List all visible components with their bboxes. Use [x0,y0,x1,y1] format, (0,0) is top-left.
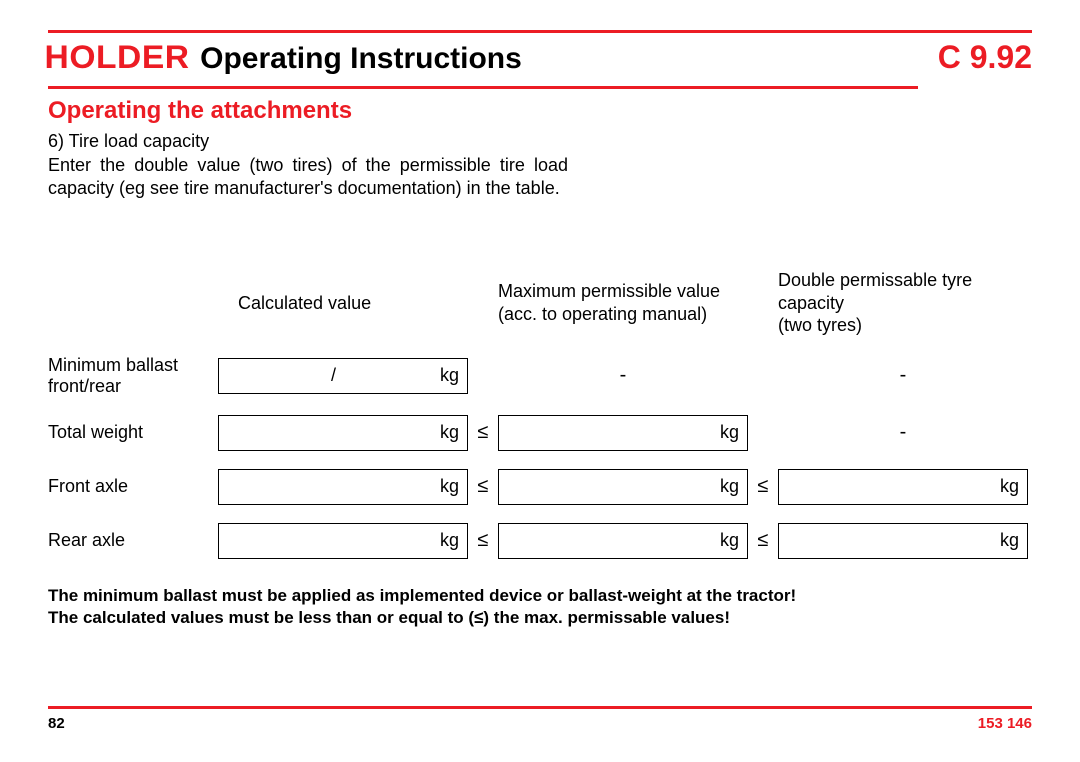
unit-kg: kg [440,422,459,443]
subsection-heading: 6) Tire load capacity [48,131,1032,152]
worksheet-table: Calculated value Maximum permissible val… [48,269,1032,559]
col-head-calculated: Calculated value [218,292,468,315]
leq-symbol: ≤ [468,475,498,498]
header-underline [48,86,918,89]
brand-logo: HOLDER [45,39,190,76]
row-label-front-axle: Front axle [48,476,218,497]
col-head-tyre: Double permissable tyre capacity (two ty… [778,269,1028,337]
cell-dash: - [778,421,1028,444]
section-title: Operating the attachments [48,97,1032,125]
document-title: Operating Instructions [200,42,522,76]
row-label-rear-axle: Rear axle [48,530,218,551]
intro-paragraph: Enter the double value (two tires) of th… [48,154,568,199]
input-rear-axle-calc[interactable]: kg [218,523,468,559]
section-code: C 9.92 [938,39,1032,76]
input-front-axle-tyre[interactable]: kg [778,469,1028,505]
header-left: HOLDER Operating Instructions [48,39,522,76]
unit-kg: kg [1000,476,1019,497]
table-grid: Calculated value Maximum permissible val… [48,269,1032,559]
page-header: HOLDER Operating Instructions C 9.92 [48,30,1032,82]
cell-dash: - [778,364,1028,387]
input-total-weight-max[interactable]: kg [498,415,748,451]
page-number: 82 [48,715,65,732]
input-rear-axle-tyre[interactable]: kg [778,523,1028,559]
slash-divider: / [227,365,440,386]
unit-kg: kg [440,530,459,551]
warning-notes: The minimum ballast must be applied as i… [48,585,1032,631]
unit-kg: kg [720,422,739,443]
document-number: 153 146 [978,715,1032,732]
note-line-1: The minimum ballast must be applied as i… [48,585,1032,608]
col-head-max: Maximum permissible value (acc. to opera… [498,280,748,325]
footer-rule [48,706,1032,709]
leq-symbol: ≤ [748,475,778,498]
input-front-axle-max[interactable]: kg [498,469,748,505]
unit-kg: kg [720,530,739,551]
leq-symbol: ≤ [468,529,498,552]
input-total-weight-calc[interactable]: kg [218,415,468,451]
leq-symbol: ≤ [468,421,498,444]
note-line-2: The calculated values must be less than … [48,607,1032,630]
manual-page: HOLDER Operating Instructions C 9.92 Ope… [0,0,1080,762]
row-label-min-ballast: Minimum ballast front/rear [48,355,218,397]
unit-kg: kg [1000,530,1019,551]
page-footer: 82 153 146 [48,706,1032,732]
leq-symbol: ≤ [748,529,778,552]
footer-row: 82 153 146 [48,715,1032,732]
input-rear-axle-max[interactable]: kg [498,523,748,559]
cell-dash: - [498,364,748,387]
row-label-total-weight: Total weight [48,422,218,443]
unit-kg: kg [440,476,459,497]
input-min-ballast-calc[interactable]: / kg [218,358,468,394]
input-front-axle-calc[interactable]: kg [218,469,468,505]
unit-kg: kg [440,365,459,386]
unit-kg: kg [720,476,739,497]
